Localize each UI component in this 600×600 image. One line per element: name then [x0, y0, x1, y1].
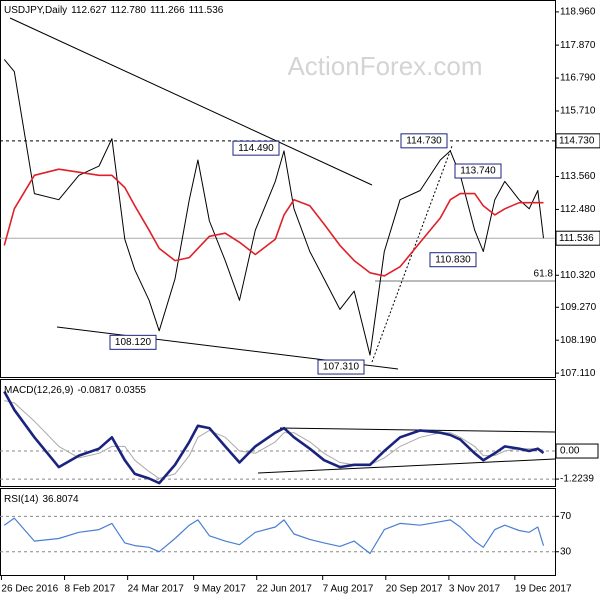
header-value: 36.8074: [42, 494, 79, 505]
x-tick-label: 7 Aug 2017: [323, 584, 374, 595]
panel-header: MACD(12,26,9) -0.0817 0.0355: [4, 385, 146, 396]
x-tick-label: 19 Dec 2017: [515, 584, 572, 595]
x-tick-label: 24 Mar 2017: [128, 584, 185, 595]
x-tick-label: 22 Jun 2017: [257, 584, 312, 595]
y-tick-label: 117.870: [560, 40, 596, 51]
series-line: [3, 59, 544, 356]
y-tick-label: 109.270: [560, 302, 597, 313]
annotation-box: [232, 140, 280, 156]
series-line: [4, 400, 544, 479]
header-value: -0.0817: [77, 385, 111, 396]
y-tick-label: 113.560: [560, 171, 596, 182]
panel-title: USDJPY,Daily: [4, 5, 67, 16]
annotation-box: [400, 133, 448, 149]
y-tick-label: 107.110: [560, 368, 596, 379]
annotation-label: 114.490: [238, 143, 274, 154]
header-value: 111.536: [189, 5, 224, 16]
axis-box: [555, 443, 599, 459]
x-tick-label: 8 Feb 2017: [65, 584, 116, 595]
annotation-label: 108.120: [115, 337, 152, 348]
marker-label: 114.730: [559, 135, 595, 146]
annotation-label: 110.830: [435, 254, 471, 265]
y-tick-label: 116.790: [560, 73, 596, 84]
y-tick-label: 70: [560, 511, 572, 522]
panel-header: USDJPY,Daily 112.627 112.780 111.266 111.536: [4, 5, 224, 16]
header-value: 112.780: [111, 5, 147, 16]
header-value: 111.266: [150, 5, 185, 16]
y-tick-label: 30: [560, 546, 572, 557]
header-value: 112.627: [71, 5, 107, 16]
series-line: [3, 390, 545, 485]
annotation-label: 113.740: [460, 166, 496, 177]
annotation-box: [109, 334, 157, 350]
marker-label: 111.536: [559, 233, 594, 244]
panel-title: MACD(12,26,9): [4, 385, 73, 396]
y-tick-label: -1.2239: [560, 474, 594, 485]
series-line: [3, 168, 544, 277]
plot-layer: 107.110 108.190 109.270 110.320 112.480 113.5…: [0, 5, 600, 595]
annotation-box: [429, 252, 477, 268]
header-value: 0.0355: [115, 385, 146, 396]
watermark: ActionForex.com: [287, 51, 482, 81]
y-tick-label: 0.00: [560, 446, 580, 457]
y-tick-label: 108.190: [560, 335, 597, 346]
macd-trend-line: [257, 458, 556, 474]
x-tick-label: 3 Nov 2017: [449, 584, 501, 595]
x-tick-label: 9 May 2017: [194, 584, 247, 595]
panel-title: RSI(14): [4, 494, 38, 505]
y-tick-label: 112.480: [560, 204, 596, 215]
price-panel: [0, 0, 556, 378]
annotation-box: [317, 359, 365, 375]
marker-box: [555, 230, 600, 246]
annotation-label: 114.730: [406, 135, 442, 146]
series-line: [3, 517, 545, 555]
marker-box: [555, 133, 600, 149]
annotation-label: 107.310: [323, 362, 360, 373]
annotation-box: [454, 163, 502, 179]
rsi-panel: [0, 488, 556, 576]
y-tick-label: 110.320: [560, 270, 596, 281]
y-tick-label: 115.710: [560, 106, 596, 117]
panel-header: RSI(14) 36.8074: [4, 494, 79, 505]
y-tick-label: 118.960: [560, 7, 596, 18]
trend-line: [9, 17, 373, 186]
fib-label: 61.8: [534, 269, 554, 280]
macd-panel: [0, 379, 556, 487]
x-tick-label: 26 Dec 2016: [1, 584, 58, 595]
x-tick-label: 20 Sep 2017: [386, 584, 443, 595]
